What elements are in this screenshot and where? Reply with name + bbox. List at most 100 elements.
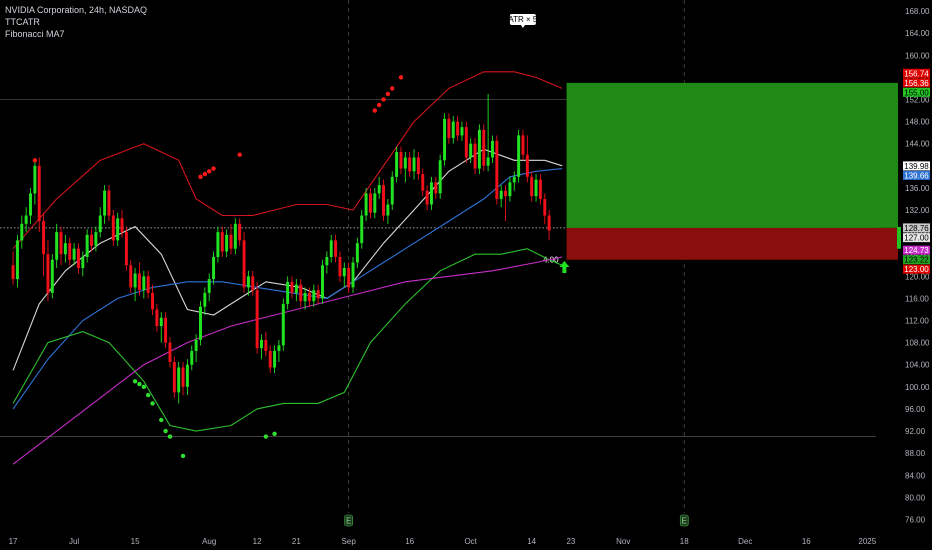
price-tag-text: 139.66 <box>904 171 929 180</box>
candle-body <box>229 234 233 249</box>
candle-body <box>382 185 386 216</box>
y-tick-label: 116.00 <box>905 294 929 303</box>
atr-label-pointer <box>520 25 525 28</box>
candle <box>329 234 333 263</box>
candle <box>142 270 146 299</box>
candle <box>94 226 98 252</box>
candle-body <box>181 367 185 387</box>
candle <box>425 185 429 210</box>
target-zone-label: 28.00 <box>539 79 560 88</box>
candle-body <box>260 339 263 349</box>
series-line-lower_band <box>12 248 563 432</box>
candle <box>133 268 137 302</box>
candle-body <box>307 292 311 302</box>
candle-body <box>403 157 407 169</box>
candle <box>399 146 403 175</box>
candle <box>29 187 32 224</box>
signal-dot <box>150 401 155 406</box>
candle <box>238 218 242 246</box>
y-tick-label: 120.00 <box>905 272 930 281</box>
signal-dot <box>202 171 208 177</box>
earnings-marker-icon <box>344 514 353 527</box>
signal-dot <box>180 453 186 459</box>
candle <box>129 259 133 293</box>
candle <box>517 129 521 183</box>
candle <box>81 251 85 277</box>
y-tick-label: 136.00 <box>905 184 930 193</box>
signal-dot <box>263 434 269 439</box>
candle <box>286 276 290 310</box>
candle-body <box>347 268 351 288</box>
candle <box>164 312 168 349</box>
candle <box>146 270 150 299</box>
y-tick-label: 76.00 <box>905 515 926 524</box>
candle-body <box>525 154 529 177</box>
x-tick-label: 15 <box>131 537 140 546</box>
candle-body <box>299 284 303 302</box>
candle <box>530 171 534 202</box>
x-tick-label: 21 <box>292 537 301 546</box>
stop-zone <box>566 227 898 260</box>
candle-body <box>212 256 216 280</box>
candle-body <box>203 292 207 307</box>
candle-body <box>538 179 542 199</box>
y-tick-label: 164.00 <box>905 29 930 38</box>
candle <box>207 273 211 302</box>
series-line-magenta_ma <box>12 256 563 465</box>
candle <box>177 361 181 404</box>
candle-body <box>377 185 381 194</box>
price-tag-text: 156.74 <box>904 69 929 78</box>
legend-indicator-ttcatr[interactable]: TTCATR <box>5 17 40 27</box>
candle-body <box>368 193 372 213</box>
candle-body <box>103 190 107 216</box>
candle-body <box>216 232 220 257</box>
candle-body <box>98 215 102 233</box>
candle-body <box>477 129 481 169</box>
candle-body <box>207 279 211 293</box>
legend-symbol[interactable]: NVIDIA Corporation, 24h, NASDAQ <box>5 5 148 15</box>
candle-body <box>59 232 63 255</box>
candle-body <box>116 218 120 241</box>
price-tag: 155.00 <box>903 87 930 97</box>
atr-label-text: ATR × 5 <box>508 15 538 24</box>
price-tag: 156.74 <box>903 68 930 78</box>
candle <box>63 234 67 263</box>
x-tick-label: 17 <box>9 537 18 546</box>
candle-body <box>303 292 307 302</box>
candle <box>490 135 494 164</box>
candle <box>251 270 255 296</box>
candle <box>486 93 490 172</box>
candle-body <box>464 127 468 158</box>
candle <box>364 187 368 222</box>
legend-indicator-fibonacci[interactable]: Fibonacci MA7 <box>5 29 65 39</box>
atr-label-box <box>509 14 536 25</box>
candle-body <box>543 198 547 216</box>
candle <box>473 138 477 175</box>
candle <box>137 262 141 296</box>
candle <box>447 113 451 144</box>
candle-body <box>177 367 181 393</box>
price-tag: 128.76 <box>903 223 930 233</box>
x-tick-label: 18 <box>680 537 689 546</box>
candle <box>386 198 390 224</box>
candle <box>351 256 355 293</box>
y-tick-label: 156.00 <box>905 73 930 82</box>
candle-body <box>412 157 416 172</box>
candle <box>538 174 542 205</box>
candle <box>534 174 538 202</box>
x-tick-label: 16 <box>405 537 414 546</box>
candle-body <box>264 339 268 351</box>
candle <box>194 334 198 362</box>
signal-dot <box>272 431 277 437</box>
signal-dot <box>159 417 164 423</box>
candle <box>342 262 346 288</box>
candle-body <box>146 276 150 293</box>
candle <box>111 210 115 246</box>
y-tick-label: 80.00 <box>905 493 926 502</box>
candle-body <box>15 240 19 280</box>
earnings-marker-text: E <box>346 517 351 526</box>
candle-body <box>534 179 538 197</box>
y-tick-label: 168.00 <box>905 7 930 16</box>
candle <box>72 243 76 266</box>
